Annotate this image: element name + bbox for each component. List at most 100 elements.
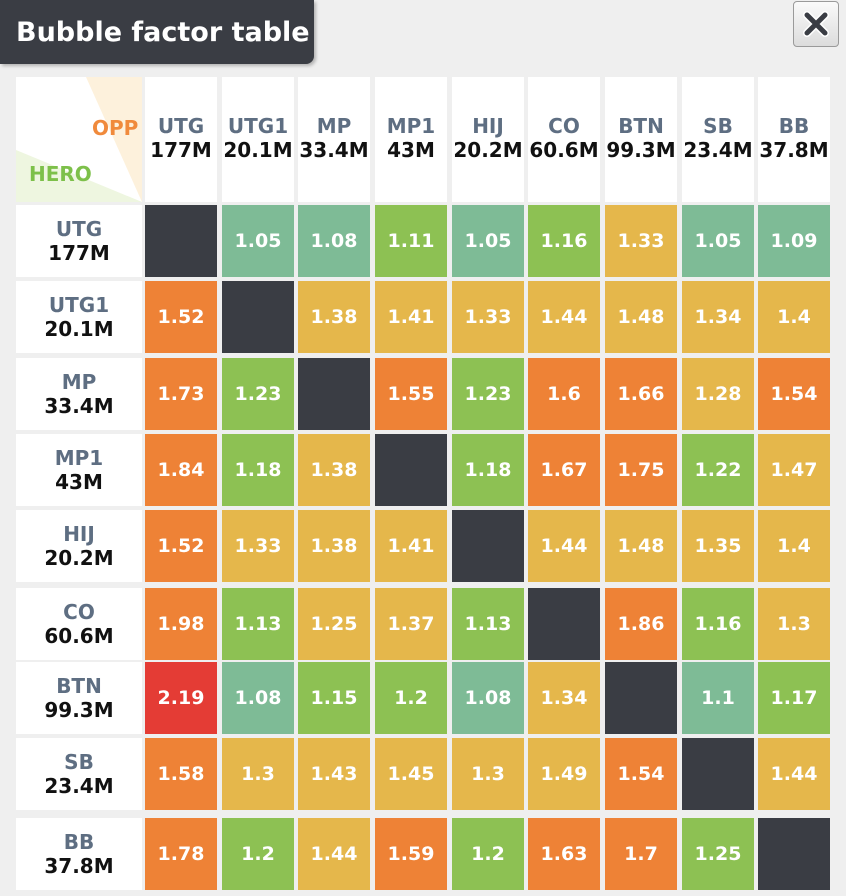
bubble-factor-cell: 1.44 (298, 818, 370, 890)
bubble-factor-cell: 1.52 (145, 281, 217, 353)
bubble-factor-cell: 1.2 (222, 818, 294, 890)
column-header-position: SB (703, 114, 733, 138)
bubble-factor-cell: 1.54 (758, 358, 830, 430)
bubble-factor-cell: 1.17 (758, 662, 830, 734)
bubble-factor-cell: 1.23 (222, 358, 294, 430)
row-header-position: UTG1 (48, 292, 110, 317)
column-header-stack: 177M (150, 138, 212, 162)
bubble-factor-cell: 1.3 (222, 738, 294, 810)
bubble-factor-cell: 1.11 (375, 205, 447, 277)
row-header: CO 60.6M (16, 588, 142, 660)
opp-axis-label: OPP (92, 116, 139, 140)
bubble-factor-cell: 1.38 (298, 434, 370, 506)
self-cell (528, 588, 600, 660)
column-header-position: UTG (157, 114, 205, 138)
bubble-factor-cell: 1.18 (222, 434, 294, 506)
bubble-factor-cell: 1.98 (145, 588, 217, 660)
column-header-stack: 37.8M (759, 138, 829, 162)
close-button[interactable] (793, 1, 839, 47)
bubble-factor-cell: 2.19 (145, 662, 217, 734)
bubble-factor-cell: 1.6 (528, 358, 600, 430)
bubble-factor-cell: 1.47 (758, 434, 830, 506)
column-header-position: CO (548, 114, 580, 138)
column-header-stack: 23.4M (683, 138, 753, 162)
bubble-factor-cell: 1.38 (298, 510, 370, 582)
column-header: HIJ 20.2M (452, 77, 524, 202)
row-header-stack: 20.1M (44, 316, 114, 341)
column-header: BB 37.8M (758, 77, 830, 202)
bubble-factor-cell: 1.41 (375, 281, 447, 353)
column-header: UTG1 20.1M (222, 77, 294, 202)
bubble-factor-cell: 1.59 (375, 818, 447, 890)
column-header-stack: 20.1M (223, 138, 293, 162)
bubble-factor-cell: 1.44 (528, 281, 600, 353)
self-cell (605, 662, 677, 734)
bubble-factor-cell: 1.33 (452, 281, 524, 353)
bubble-factor-cell: 1.75 (605, 434, 677, 506)
table-corner: OPP HERO (16, 77, 142, 202)
bubble-factor-cell: 1.52 (145, 510, 217, 582)
bubble-factor-cell: 1.22 (682, 434, 754, 506)
column-header: MP 33.4M (298, 77, 370, 202)
bubble-factor-cell: 1.43 (298, 738, 370, 810)
self-cell (222, 281, 294, 353)
column-header-position: HIJ (472, 114, 504, 138)
close-icon (803, 11, 829, 37)
bubble-factor-cell: 1.05 (682, 205, 754, 277)
row-header-stack: 37.8M (44, 853, 114, 878)
bubble-factor-cell: 1.58 (145, 738, 217, 810)
bubble-factor-cell: 1.37 (375, 588, 447, 660)
bubble-factor-cell: 1.45 (375, 738, 447, 810)
bubble-factor-cell: 1.7 (605, 818, 677, 890)
row-header: MP1 43M (16, 434, 142, 506)
bubble-factor-cell: 1.34 (528, 662, 600, 734)
column-header-position: BTN (618, 114, 664, 138)
bubble-factor-cell: 1.05 (452, 205, 524, 277)
row-header-position: MP (61, 369, 97, 394)
row-header: HIJ 20.2M (16, 510, 142, 582)
bubble-factor-cell: 1.3 (758, 588, 830, 660)
bubble-factor-cell: 1.08 (452, 662, 524, 734)
bubble-factor-cell: 1.49 (528, 738, 600, 810)
bubble-factor-cell: 1.48 (605, 510, 677, 582)
bubble-factor-cell: 1.05 (222, 205, 294, 277)
bubble-factor-cell: 1.15 (298, 662, 370, 734)
bubble-factor-cell: 1.33 (605, 205, 677, 277)
bubble-factor-cell: 1.4 (758, 510, 830, 582)
bubble-factor-cell: 1.84 (145, 434, 217, 506)
column-header: UTG 177M (145, 77, 217, 202)
bubble-factor-cell: 1.25 (298, 588, 370, 660)
self-cell (758, 818, 830, 890)
bubble-factor-cell: 1.48 (605, 281, 677, 353)
row-header-position: BTN (56, 673, 102, 698)
row-header-stack: 177M (48, 240, 110, 265)
bubble-factor-cell: 1.35 (682, 510, 754, 582)
column-header-position: UTG1 (227, 114, 289, 138)
row-header-stack: 99.3M (44, 697, 114, 722)
row-header-position: BB (63, 829, 95, 854)
bubble-factor-cell: 1.08 (298, 205, 370, 277)
bubble-factor-cell: 1.44 (528, 510, 600, 582)
row-header-position: UTG (55, 216, 103, 241)
bubble-factor-cell: 1.78 (145, 818, 217, 890)
column-header: CO 60.6M (528, 77, 600, 202)
bubble-factor-cell: 1.34 (682, 281, 754, 353)
bubble-factor-cell: 1.38 (298, 281, 370, 353)
column-header-position: MP1 (386, 114, 436, 138)
column-header-stack: 33.4M (299, 138, 369, 162)
column-header-stack: 99.3M (606, 138, 676, 162)
bubble-factor-cell: 1.54 (605, 738, 677, 810)
bubble-factor-cell: 1.08 (222, 662, 294, 734)
bubble-factor-cell: 1.18 (452, 434, 524, 506)
row-header-stack: 43M (55, 469, 103, 494)
bubble-factor-cell: 1.13 (452, 588, 524, 660)
bubble-factor-cell: 1.25 (682, 818, 754, 890)
bubble-factor-cell: 1.09 (758, 205, 830, 277)
bubble-factor-cell: 1.63 (528, 818, 600, 890)
bubble-factor-cell: 1.16 (682, 588, 754, 660)
column-header-stack: 43M (387, 138, 435, 162)
row-header-position: HIJ (63, 521, 95, 546)
row-header: SB 23.4M (16, 738, 142, 810)
column-header: SB 23.4M (682, 77, 754, 202)
row-header-position: SB (64, 749, 94, 774)
